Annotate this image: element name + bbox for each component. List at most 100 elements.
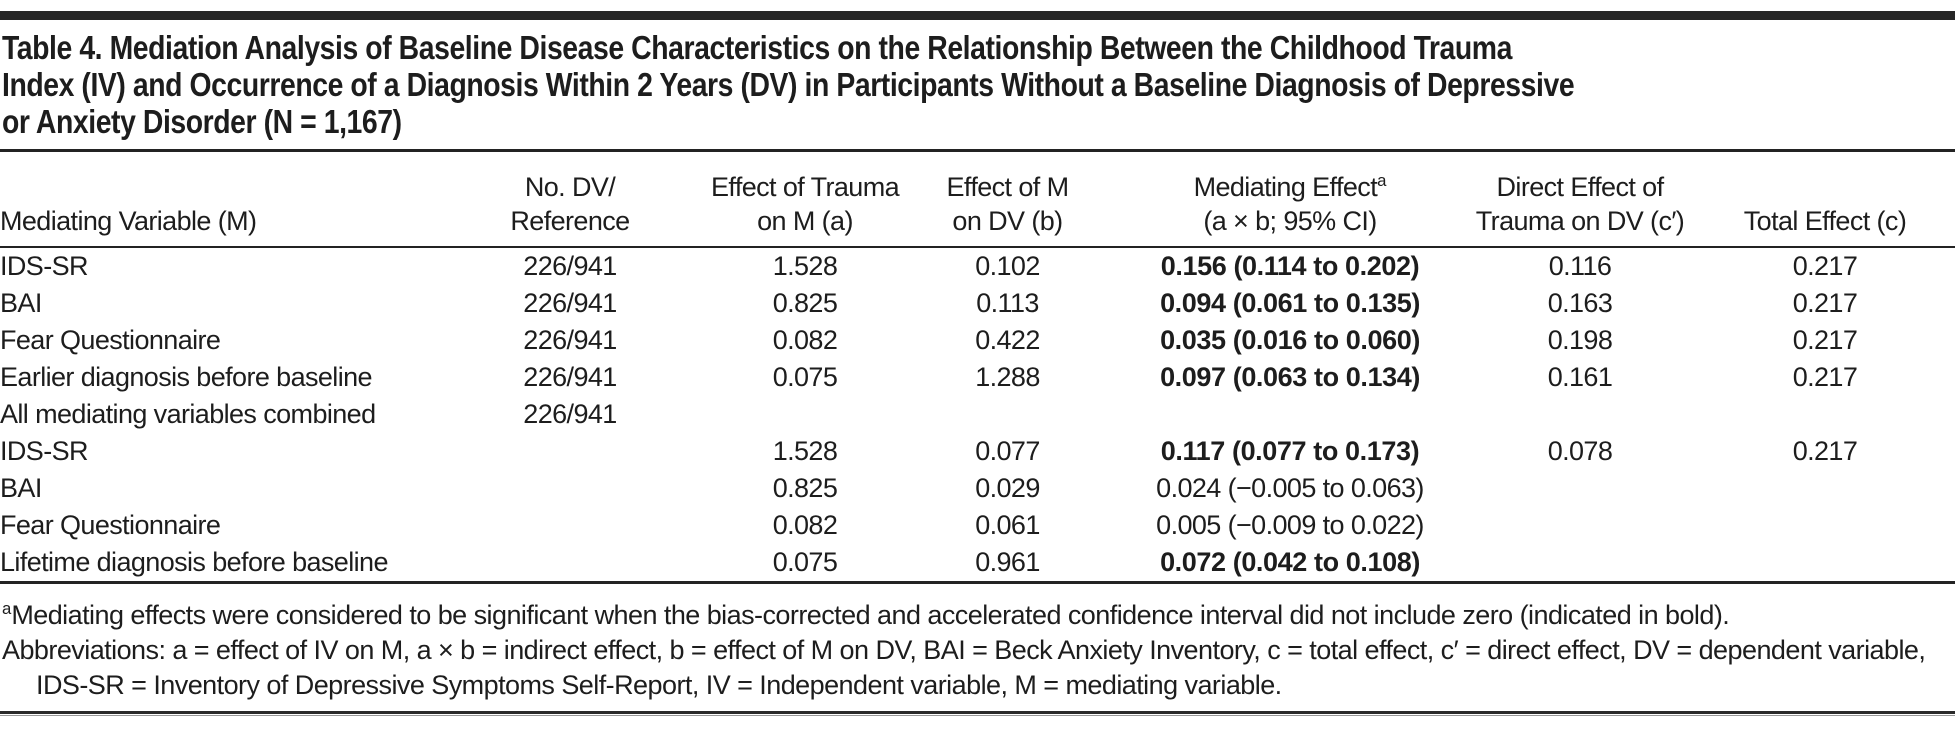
table-header: Mediating Variable (M) No. DV/Reference Ef… xyxy=(0,152,1955,247)
cell-effect_a: 1.528 xyxy=(772,251,838,281)
cell-direct: 0.161 xyxy=(1547,362,1613,392)
cell-mediating: 0.094 (0.061 to 0.135) xyxy=(1160,288,1420,318)
footnote-ref-superscript: a xyxy=(1377,171,1387,190)
cell-no_dv xyxy=(430,433,710,470)
table-row: IDS-SR 226/941 1.528 0.102 0.156 (0.114 to 0… xyxy=(0,247,1955,285)
cell-total xyxy=(1695,470,1955,507)
cell-effect_a: 0.825 xyxy=(772,288,838,318)
cell-label: Lifetime diagnosis before baseline xyxy=(0,547,388,577)
cell-effect_b: 0.077 xyxy=(975,436,1040,466)
header-row: Mediating Variable (M) No. DV/Reference Ef… xyxy=(0,152,1955,247)
col-header-effect_a: Effect of Trauma on M (a) xyxy=(710,152,900,247)
table-title-line1: Table 4. Mediation Analysis of Baseline … xyxy=(2,29,1512,66)
col-header-line: Mediating Variable (M) xyxy=(0,206,257,236)
cell-effect_a: 0.825 xyxy=(772,473,838,503)
cell-effect_b: 0.102 xyxy=(975,251,1040,281)
table-title-line3: or Anxiety Disorder (N = 1,167) xyxy=(2,103,402,140)
table-row: BAI 0.825 0.029 0.024 (−0.005 to 0.063) xyxy=(0,470,1955,507)
cell-label: Fear Questionnaire xyxy=(0,510,221,540)
cell-no_dv xyxy=(430,544,710,583)
table-row: Fear Questionnaire 0.082 0.061 0.005 (−0.00… xyxy=(0,507,1955,544)
col-header-line: on DV (b) xyxy=(952,206,1063,236)
mediation-analysis-table: Mediating Variable (M) No. DV/Reference Ef… xyxy=(0,152,1955,584)
table-row: Fear Questionnaire 226/941 0.082 0.422 0.035… xyxy=(0,322,1955,359)
top-rule xyxy=(0,11,1955,20)
table-row: IDS-SR 1.528 0.077 0.117 (0.077 to 0.173) 0.… xyxy=(0,433,1955,470)
cell-effect_b: 1.288 xyxy=(975,362,1040,392)
table-title: Table 4. Mediation Analysis of Baseline … xyxy=(2,29,1955,140)
cell-mediating: 0.097 (0.063 to 0.134) xyxy=(1160,362,1420,392)
col-header-line: Total Effect (c) xyxy=(1743,206,1907,236)
bottom-rule xyxy=(0,711,1955,716)
col-header-line: on M (a) xyxy=(757,206,853,236)
cell-direct: 0.198 xyxy=(1547,325,1613,355)
col-header-mediating: Mediating Effecta (a × b; 95% CI) xyxy=(1115,152,1465,247)
footnote-marker: a xyxy=(2,599,12,618)
cell-effect_b: 0.029 xyxy=(975,473,1040,503)
cell-label: Fear Questionnaire xyxy=(0,325,221,355)
cell-label: BAI xyxy=(0,473,42,503)
cell-effect_a: 0.082 xyxy=(772,325,838,355)
cell-no_dv: 226/941 xyxy=(523,251,617,281)
cell-direct xyxy=(1465,470,1695,507)
col-header-label: Mediating Variable (M) xyxy=(0,152,430,247)
footnote-significance-text: Mediating effects were considered to be … xyxy=(11,600,1730,630)
col-header-line: Mediating Effecta xyxy=(1193,171,1387,202)
cell-mediating: 0.117 (0.077 to 0.173) xyxy=(1160,436,1420,466)
col-header-line: Reference xyxy=(510,206,630,236)
cell-effect_b: 0.061 xyxy=(975,510,1040,540)
table-body: IDS-SR 226/941 1.528 0.102 0.156 (0.114 to 0… xyxy=(0,247,1955,583)
cell-direct: 0.163 xyxy=(1547,288,1613,318)
cell-mediating: 0.024 (−0.005 to 0.063) xyxy=(1156,473,1424,503)
footnote-abbreviations-text: Abbreviations: a = effect of IV on M, a … xyxy=(2,635,1926,700)
col-header-effect_b: Effect of M on DV (b) xyxy=(900,152,1115,247)
cell-effect_b xyxy=(900,396,1115,433)
cell-mediating xyxy=(1115,396,1465,433)
col-header-line: Trauma on DV (c′) xyxy=(1475,206,1685,236)
cell-total: 0.217 xyxy=(1792,288,1858,318)
cell-no_dv xyxy=(430,470,710,507)
col-header-line: Effect of M xyxy=(946,172,1070,202)
footnote-abbreviations: Abbreviations: a = effect of IV on M, a … xyxy=(2,633,1955,703)
cell-label: All mediating variables combined xyxy=(0,399,376,429)
cell-total xyxy=(1695,544,1955,583)
cell-no_dv xyxy=(430,507,710,544)
col-header-total: Total Effect (c) xyxy=(1695,152,1955,247)
cell-no_dv: 226/941 xyxy=(523,288,617,318)
cell-label: IDS-SR xyxy=(0,436,89,466)
col-header-direct: Direct Effect of Trauma on DV (c′) xyxy=(1465,152,1695,247)
cell-effect_b: 0.113 xyxy=(976,288,1039,318)
col-header-line: Effect of Trauma xyxy=(711,172,900,202)
col-header-no_dv: No. DV/Reference xyxy=(430,152,710,247)
cell-direct: 0.116 xyxy=(1548,251,1612,281)
footnotes-block: aMediating effects were considered to be… xyxy=(2,591,1955,703)
cell-mediating: 0.156 (0.114 to 0.202) xyxy=(1160,251,1420,281)
cell-effect_a: 0.075 xyxy=(772,547,838,577)
cell-no_dv: 226/941 xyxy=(523,399,617,429)
cell-mediating: 0.005 (−0.009 to 0.022) xyxy=(1156,510,1424,540)
col-header-line: No. DV/ xyxy=(524,172,616,202)
col-header-line: Direct Effect of xyxy=(1496,172,1665,202)
cell-label: BAI xyxy=(0,288,42,318)
cell-effect_a: 1.528 xyxy=(772,436,838,466)
cell-total: 0.217 xyxy=(1792,362,1858,392)
cell-direct: 0.078 xyxy=(1547,436,1613,466)
cell-total xyxy=(1695,507,1955,544)
title-divider-rule xyxy=(0,149,1955,152)
cell-mediating: 0.035 (0.016 to 0.060) xyxy=(1160,325,1420,355)
table-row: BAI 226/941 0.825 0.113 0.094 (0.061 to 0.13… xyxy=(0,285,1955,322)
table-title-line2: Index (IV) and Occurrence of a Diagnosis… xyxy=(2,66,1575,103)
cell-effect_a: 0.075 xyxy=(772,362,838,392)
cell-total: 0.217 xyxy=(1792,436,1858,466)
cell-direct xyxy=(1465,544,1695,583)
table-row: All mediating variables combined 226/941 xyxy=(0,396,1955,433)
cell-mediating: 0.072 (0.042 to 0.108) xyxy=(1160,547,1420,577)
table-figure: Table 4. Mediation Analysis of Baseline … xyxy=(0,11,1955,716)
cell-no_dv: 226/941 xyxy=(523,325,617,355)
col-header-line: (a × b; 95% CI) xyxy=(1203,206,1377,236)
cell-label: IDS-SR xyxy=(0,251,89,281)
cell-effect_b: 0.961 xyxy=(975,547,1040,577)
cell-direct xyxy=(1465,507,1695,544)
cell-no_dv: 226/941 xyxy=(523,362,617,392)
cell-label: Earlier diagnosis before baseline xyxy=(0,362,373,392)
